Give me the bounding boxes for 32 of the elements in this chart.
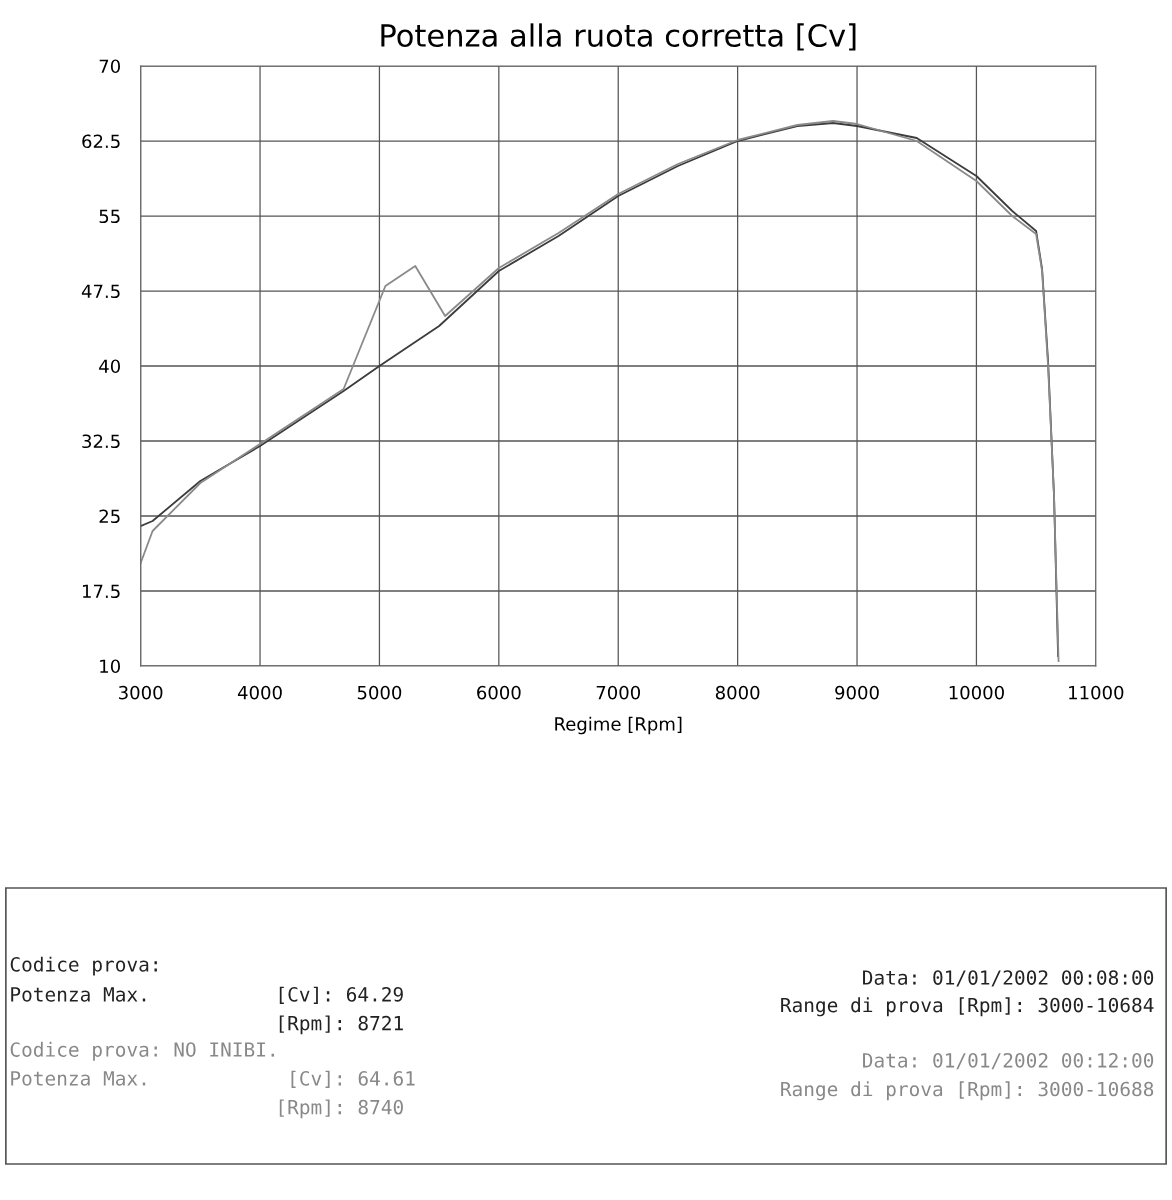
y-tick-label: 62.5 xyxy=(82,134,120,149)
x-axis-title: Regime [Rpm] xyxy=(555,716,682,735)
text: Range di prova [Rpm]: 3000-10688 xyxy=(781,1081,1154,1101)
text: Range di prova [Rpm]: 3000-10684 xyxy=(781,997,1154,1017)
y-tick-label: 32.5 xyxy=(82,434,120,449)
x-tick-label: 4000 xyxy=(237,685,282,700)
text: [Rpm]: 8721 xyxy=(279,1015,403,1035)
x-tick-label: 5000 xyxy=(357,685,402,700)
chart-title: Potenza alla ruota corretta [Cv] xyxy=(381,23,856,51)
text: [Cv]: 64.29 xyxy=(279,986,403,1004)
text: Codice prova: NO INIBI. xyxy=(10,1041,274,1061)
y-tick-label: 55 xyxy=(99,209,120,224)
y-tick-label: 47.5 xyxy=(81,284,120,299)
x-tick-label: 9000 xyxy=(835,685,879,700)
text: [Cv]: 64.61 xyxy=(291,1070,415,1088)
text: Potenza Max. xyxy=(11,1071,146,1086)
text: Data: 01/01/2002 00:08:00 xyxy=(863,970,1154,987)
text: Potenza Max. xyxy=(11,987,146,1002)
x-tick-label: 11000 xyxy=(1069,685,1124,700)
text: Codice prova: xyxy=(10,956,157,976)
y-tick-label: 17.5 xyxy=(82,584,120,599)
x-tick-label: 6000 xyxy=(477,685,521,700)
x-tick-label: 3000 xyxy=(119,685,163,700)
x-tick-label: 10000 xyxy=(949,685,1004,700)
y-tick-label: 70 xyxy=(99,59,120,74)
y-tick-label: 25 xyxy=(99,509,120,524)
text: Data: 01/01/2002 00:12:00 xyxy=(863,1052,1154,1070)
text: [Rpm]: 8740 xyxy=(279,1099,403,1119)
x-tick-label: 8000 xyxy=(715,685,760,700)
x-tick-label: 7000 xyxy=(596,685,641,700)
y-tick-label: 10 xyxy=(100,659,120,674)
y-tick-label: 40 xyxy=(99,359,120,374)
